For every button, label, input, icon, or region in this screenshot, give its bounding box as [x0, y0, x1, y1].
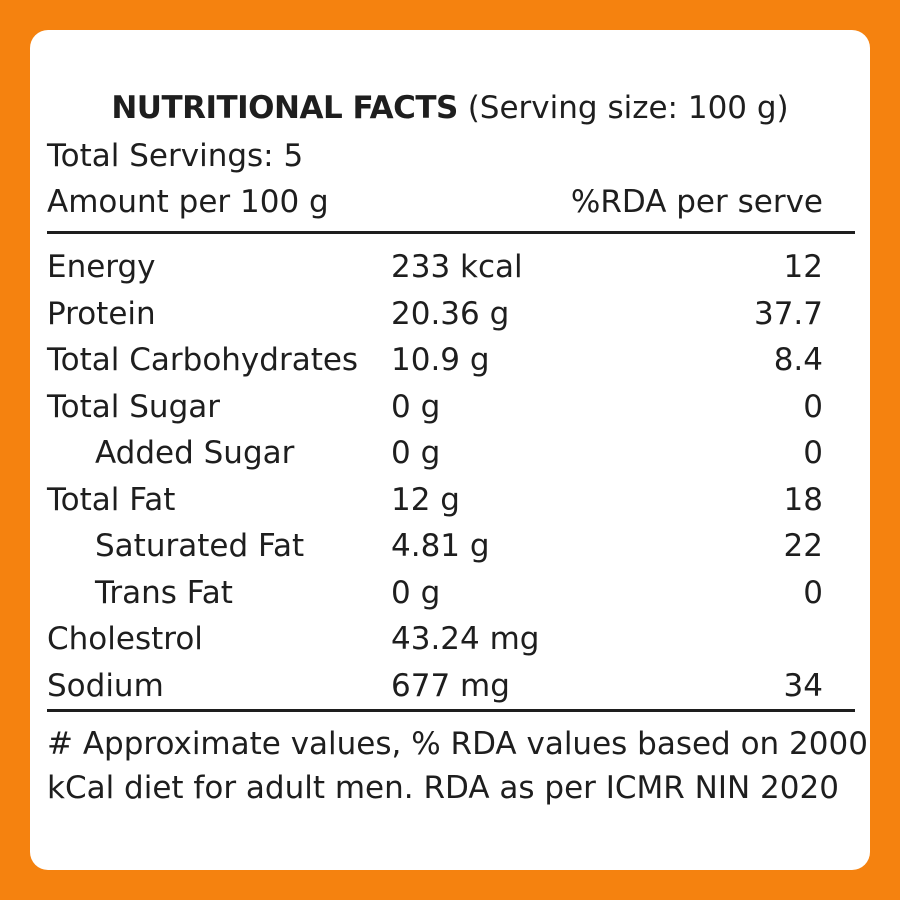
nutrient-name: Total Fat — [47, 481, 176, 518]
table-row: Saturated Fat 4.81 g 22 — [47, 523, 823, 570]
nutrient-table: Energy 233 kcal 12 Protein 20.36 g 37.7 Tota… — [47, 244, 823, 709]
nutrient-amount: 4.81 g — [391, 528, 490, 564]
nutrient-name: Total Carbohydrates — [47, 342, 359, 378]
footnote-line: kCal diet for adult men. RDA as per ICMR… — [47, 770, 839, 806]
nutrient-name: Trans Fat — [95, 574, 233, 611]
nutrient-rda: 12 — [783, 249, 823, 285]
total-servings: Total Servings: 5 — [47, 138, 304, 174]
nutrient-name: Added Sugar — [95, 435, 295, 471]
nutrient-amount: 0 g — [391, 435, 441, 471]
nutrient-name: Saturated Fat — [95, 528, 305, 564]
nutrient-amount: 677 mg — [391, 667, 510, 704]
nutrient-rda: 8.4 — [773, 342, 823, 378]
footnote: # Approximate values, % RDA values based… — [47, 722, 868, 810]
nutrient-rda: 0 — [803, 574, 823, 611]
nutrient-rda: 0 — [803, 388, 823, 425]
nutrient-amount: 10.9 g — [391, 342, 490, 378]
nutrient-amount: 233 kcal — [391, 249, 523, 285]
table-row: Trans Fat 0 g 0 — [47, 570, 823, 617]
nutrient-name: Cholestrol — [47, 621, 203, 657]
title-heading: NUTRITIONAL FACTS — [111, 90, 458, 126]
nutrient-rda: 0 — [803, 435, 823, 471]
nutrient-name: Protein — [47, 295, 156, 332]
nutrient-rda: 22 — [783, 528, 823, 564]
table-row: Total Fat 12 g 18 — [47, 477, 823, 524]
nutrient-amount: 12 g — [391, 481, 460, 518]
footer-divider — [47, 709, 855, 712]
header-divider — [47, 231, 855, 234]
serving-size: (Serving size: 100 g) — [457, 90, 789, 126]
nutrient-amount: 0 g — [391, 574, 441, 611]
nutrition-title: NUTRITIONAL FACTS (Serving size: 100 g) — [30, 88, 870, 128]
nutrient-rda: 37.7 — [753, 295, 823, 332]
nutrient-amount: 43.24 mg — [391, 621, 540, 657]
nutrient-rda: 34 — [783, 667, 823, 704]
nutrient-rda: 18 — [783, 481, 823, 518]
nutrient-amount: 20.36 g — [391, 295, 510, 332]
nutrition-label-card: NUTRITIONAL FACTS (Serving size: 100 g) … — [30, 30, 870, 870]
table-row: Protein 20.36 g 37.7 — [47, 291, 823, 338]
amount-header: Amount per 100 g — [47, 184, 329, 220]
table-row: Cholestrol 43.24 mg — [47, 616, 823, 663]
nutrient-amount: 0 g — [391, 388, 441, 425]
nutrient-name: Total Sugar — [47, 388, 220, 425]
table-row: Energy 233 kcal 12 — [47, 244, 823, 291]
table-row: Added Sugar 0 g 0 — [47, 430, 823, 477]
rda-header: %RDA per serve — [570, 184, 823, 220]
nutrient-name: Sodium — [47, 667, 164, 704]
nutrient-name: Energy — [47, 249, 156, 285]
table-row: Total Sugar 0 g 0 — [47, 384, 823, 431]
table-row: Sodium 677 mg 34 — [47, 663, 823, 710]
footnote-line: # Approximate values, % RDA values based… — [47, 726, 868, 762]
table-row: Total Carbohydrates 10.9 g 8.4 — [47, 337, 823, 384]
